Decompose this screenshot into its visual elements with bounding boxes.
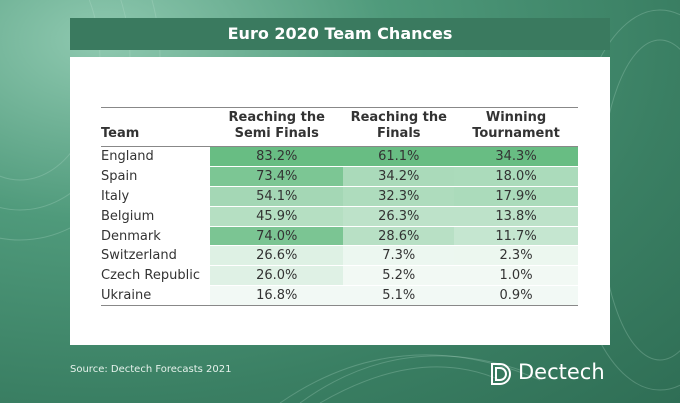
brand: Dectech	[518, 360, 605, 384]
value-cell: 83.2%	[210, 146, 344, 167]
source: Source: Dectech Forecasts 2021	[70, 364, 232, 375]
value-cell: 26.6%	[210, 245, 344, 267]
value-cell: 17.9%	[454, 186, 578, 207]
value-cell: 54.1%	[210, 186, 344, 207]
value-cell: 11.7%	[454, 226, 578, 247]
value-cell: 1.0%	[454, 265, 578, 287]
header-row: Team Reaching the Semi Finals Reaching the…	[101, 107, 578, 147]
value-cell: 26.3%	[343, 206, 455, 227]
column-header: Reaching the Semi Finals	[210, 107, 344, 147]
column-header: Team	[101, 107, 210, 147]
value-cell: 61.1%	[343, 146, 455, 167]
value-cell: 13.8%	[454, 206, 578, 227]
value-cell: 5.1%	[343, 285, 455, 307]
value-cell: 32.3%	[343, 186, 455, 207]
value-cell: 45.9%	[210, 206, 344, 227]
table-body: England 83.2% 61.1% 34.3% Spain 73.4% 34.2% 18.…	[101, 146, 578, 307]
value-cell: 34.3%	[454, 146, 578, 167]
value-cell: 74.0%	[210, 226, 344, 247]
table-row: Denmark 74.0% 28.6% 11.7%	[101, 226, 578, 247]
value-cell: 0.9%	[454, 285, 578, 307]
value-cell: 73.4%	[210, 166, 344, 187]
table-row: Spain 73.4% 34.2% 18.0%	[101, 166, 578, 187]
table: Team Reaching the Semi Finals Reaching the…	[101, 107, 578, 307]
column-header: Winning Tournament	[454, 107, 578, 147]
table-row: Italy 54.1% 32.3% 17.9%	[101, 186, 578, 207]
team-name: Denmark	[101, 226, 210, 247]
table-row: Switzerland 26.6% 7.3% 2.3%	[101, 245, 578, 267]
value-cell: 28.6%	[343, 226, 455, 247]
table-row: England 83.2% 61.1% 34.3%	[101, 146, 578, 167]
team-name: Ukraine	[101, 285, 210, 307]
team-name: Spain	[101, 166, 210, 187]
table-row: Czech Republic 26.0% 5.2% 1.0%	[101, 265, 578, 287]
table-row: Ukraine 16.8% 5.1% 0.9%	[101, 285, 578, 307]
value-cell: 16.8%	[210, 285, 344, 307]
table-row: Belgium 45.9% 26.3% 13.8%	[101, 206, 578, 227]
value-cell: 34.2%	[343, 166, 455, 187]
team-name: Italy	[101, 186, 210, 207]
team-name: Switzerland	[101, 245, 210, 267]
value-cell: 18.0%	[454, 166, 578, 187]
column-header: Reaching the Finals	[343, 107, 455, 147]
value-cell: 5.2%	[343, 265, 455, 287]
value-cell: 7.3%	[343, 245, 455, 267]
team-name: Czech Republic	[101, 265, 210, 287]
logo-icon	[491, 363, 511, 385]
table-panel: Team Reaching the Semi Finals Reaching the…	[70, 57, 610, 345]
value-cell: 2.3%	[454, 245, 578, 267]
team-name: Belgium	[101, 206, 210, 227]
value-cell: 26.0%	[210, 265, 344, 287]
team-name: England	[101, 146, 210, 167]
title: Euro 2020 Team Chances	[70, 18, 610, 50]
